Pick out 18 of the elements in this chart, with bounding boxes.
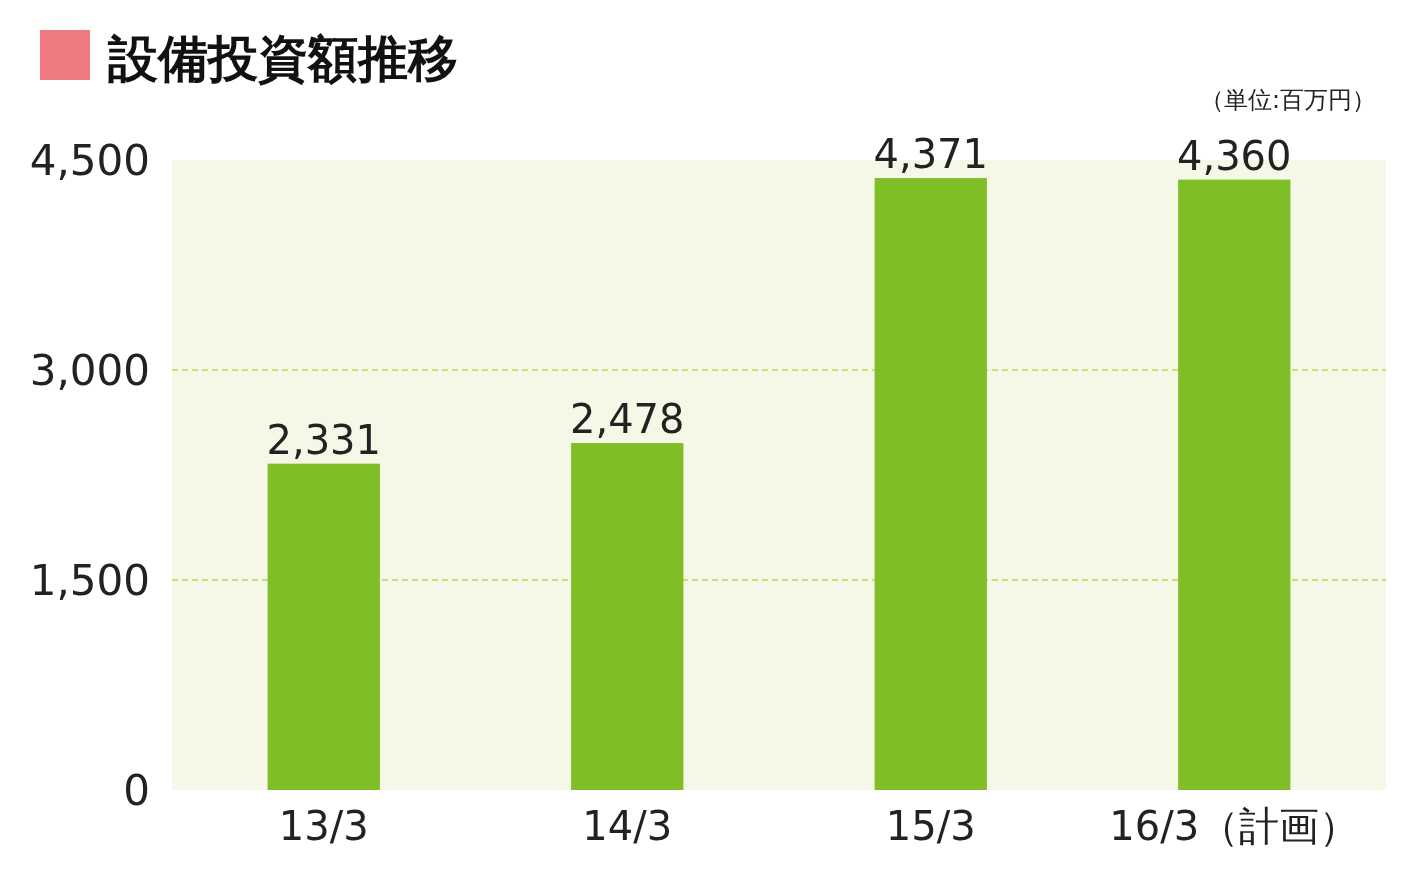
y-tick-label: 3,000 (29, 345, 150, 395)
bar (267, 463, 380, 790)
x-tick-label: 16/3（計画） (1109, 803, 1360, 849)
data-label: 4,360 (1176, 132, 1292, 179)
y-tick-label: 1,500 (29, 555, 150, 605)
y-tick-label: 0 (123, 765, 150, 815)
bar (571, 443, 684, 790)
x-tick-label: 13/3 (278, 803, 369, 849)
y-tick-label: 4,500 (29, 135, 150, 185)
text: （単位:百万円） (1199, 86, 1376, 114)
chart-title: 設備投資額推移 (107, 30, 458, 88)
data-label: 2,478 (569, 396, 685, 443)
bar (1178, 179, 1291, 790)
data-label: 2,331 (266, 416, 382, 463)
data-label: 4,371 (873, 131, 989, 178)
x-tick-label: 14/3 (582, 803, 673, 849)
bar (874, 178, 987, 790)
x-tick-label: 15/3 (885, 803, 976, 849)
